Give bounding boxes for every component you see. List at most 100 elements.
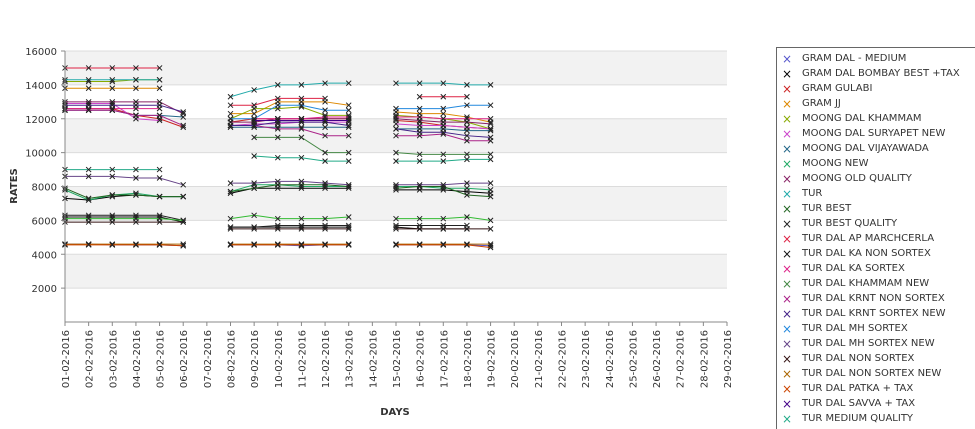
legend-marker-icon: × <box>781 141 793 156</box>
legend-marker-icon: × <box>781 291 793 306</box>
data-point <box>298 95 305 102</box>
data-point <box>180 124 187 131</box>
data-point <box>322 241 328 247</box>
data-point <box>322 158 328 164</box>
data-point <box>156 193 163 200</box>
data-point <box>251 122 257 129</box>
data-point <box>85 85 92 92</box>
legend-item: × MOONG NEW <box>780 156 869 171</box>
data-point <box>464 180 470 186</box>
data-point <box>440 225 447 232</box>
x-tick-label: 01-02-2016 <box>61 330 72 388</box>
x-tick-labels: 01-02-2016 02-02-2016 03-02-2016 04-02-2016… <box>61 322 734 388</box>
data-point <box>133 192 139 198</box>
data-point <box>251 153 257 159</box>
y-tick-label: 14000 <box>25 81 57 92</box>
line-chart: 2000 4000 6000 8000 10000 12000 14000 16000 01-… <box>9 47 734 418</box>
data-point <box>109 102 116 109</box>
y-tick-label: 6000 <box>32 216 57 227</box>
data-point <box>487 244 494 251</box>
data-point <box>416 181 423 188</box>
series-line <box>230 184 349 193</box>
series-line <box>230 180 349 186</box>
x-tick-label: 02-02-2016 <box>85 330 96 388</box>
x-tick-label: 11-02-2016 <box>297 330 308 388</box>
data-point <box>156 175 163 181</box>
data-point <box>133 175 139 181</box>
data-point <box>85 241 92 247</box>
data-point <box>180 122 187 129</box>
plot-band <box>65 152 727 187</box>
x-tick-label: 21-02-2016 <box>534 330 545 388</box>
data-point <box>227 93 234 100</box>
legend-item: × TUR BEST <box>780 201 851 216</box>
legend-marker-icon: × <box>781 201 793 216</box>
data-point <box>322 80 328 87</box>
legend-label: MOONG DAL SURYAPET NEW <box>802 128 946 139</box>
data-point <box>298 225 305 232</box>
data-point <box>322 107 328 114</box>
data-point <box>109 192 116 198</box>
x-tick-label: 16-02-2016 <box>416 330 427 388</box>
data-point <box>109 85 116 92</box>
data-point <box>251 180 257 186</box>
data-point <box>251 134 257 141</box>
series-line <box>230 121 349 127</box>
x-tick-label: 03-02-2016 <box>108 330 119 388</box>
legend-marker-icon: × <box>781 66 793 81</box>
data-point <box>298 134 305 141</box>
data-point <box>345 149 352 156</box>
legend-marker-icon: × <box>781 381 793 396</box>
data-point <box>251 225 257 232</box>
data-point <box>322 95 328 102</box>
data-point <box>322 225 328 232</box>
data-point <box>85 76 92 83</box>
data-point <box>180 109 187 115</box>
y-tick-label: 4000 <box>32 250 57 261</box>
data-point <box>133 85 139 92</box>
legend-label: TUR DAL KA SORTEX <box>802 263 905 274</box>
data-point <box>416 158 423 164</box>
legend-label: MOONG DAL KHAMMAM <box>802 113 922 124</box>
data-point <box>416 241 423 247</box>
legend-label: TUR MEDIUM QUALITY <box>802 413 914 424</box>
legend-item: × TUR DAL AP MARCHCERLA <box>780 231 934 246</box>
data-point <box>133 166 139 173</box>
x-tick-label: 08-02-2016 <box>227 330 238 388</box>
series-20 <box>62 219 494 232</box>
data-point <box>393 114 399 120</box>
legend-marker-icon: × <box>781 336 793 351</box>
data-point <box>274 154 281 161</box>
legend-marker-icon: × <box>781 216 793 231</box>
data-point <box>274 95 281 102</box>
legend-item: × TUR DAL MH SORTEX <box>780 321 908 336</box>
data-point <box>487 82 494 88</box>
legend-marker-icon: × <box>781 156 793 171</box>
data-point <box>227 242 234 248</box>
legend-item: × MOONG OLD QUALITY <box>780 171 912 186</box>
legend-label: TUR DAL KHAMMAM NEW <box>802 278 930 289</box>
data-point <box>274 134 281 141</box>
data-point <box>464 192 470 198</box>
legend-marker-icon: × <box>781 111 793 126</box>
data-point <box>487 134 494 141</box>
x-tick-label: 22-02-2016 <box>558 330 569 388</box>
data-point <box>487 151 494 158</box>
data-point <box>133 65 139 71</box>
data-point <box>251 212 257 219</box>
legend-item: × TUR DAL KRNT SORTEX NEW <box>780 306 946 321</box>
legend-item: × TUR <box>780 186 822 201</box>
data-point <box>393 105 399 112</box>
data-point <box>464 185 470 192</box>
data-point <box>274 241 281 247</box>
series-line <box>65 104 184 113</box>
legend-item: × MOONG DAL SURYAPET NEW <box>780 126 945 141</box>
y-tick-label: 12000 <box>25 115 57 126</box>
data-point <box>464 82 470 88</box>
data-point <box>274 178 281 185</box>
data-point <box>393 215 399 222</box>
data-point <box>345 181 352 188</box>
legend-item: × TUR MEDIUM QUALITY <box>780 411 913 426</box>
legend-marker-icon: × <box>781 126 793 141</box>
data-point <box>464 242 470 248</box>
